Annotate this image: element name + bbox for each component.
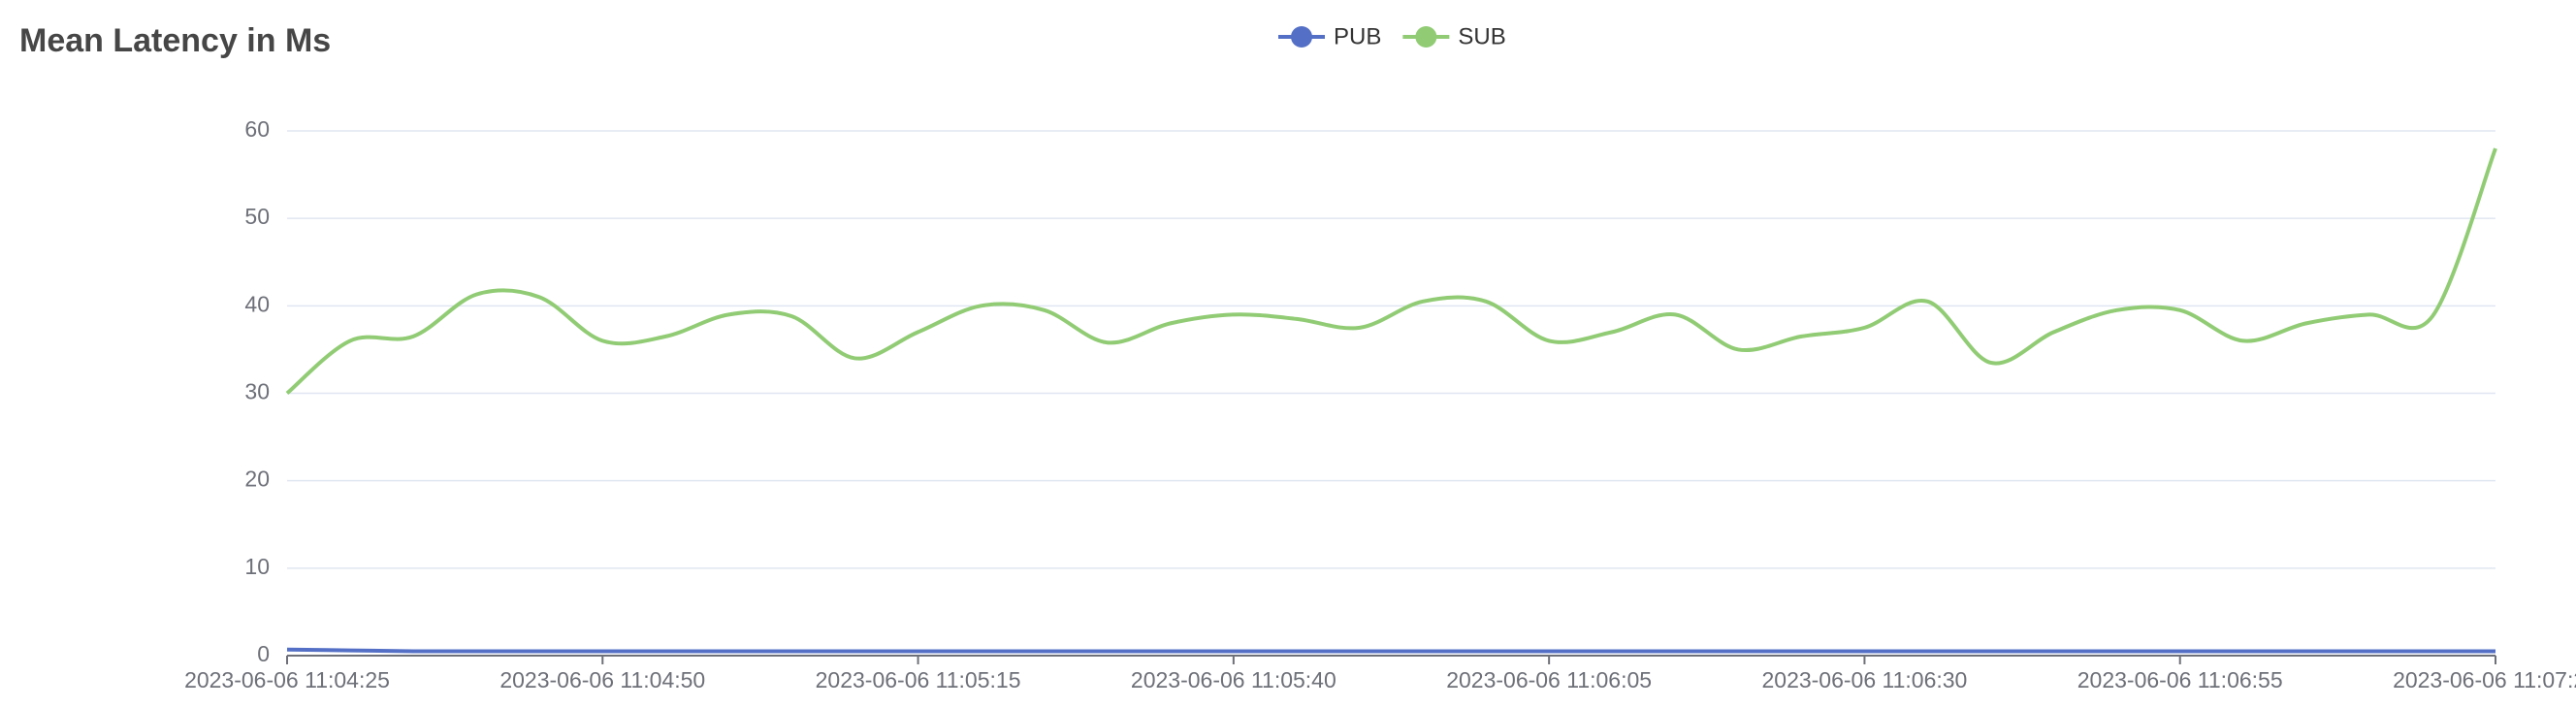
legend-marker bbox=[1415, 26, 1437, 48]
series-line bbox=[285, 147, 2497, 396]
x-tick-label: 2023-06-06 11:06:55 bbox=[2077, 667, 2283, 692]
y-tick-label: 30 bbox=[244, 379, 270, 404]
legend-item[interactable]: PUB bbox=[1278, 23, 1381, 49]
y-tick-label: 40 bbox=[244, 291, 270, 316]
y-tick-label: 0 bbox=[257, 641, 270, 666]
y-tick-label: 10 bbox=[244, 554, 270, 579]
x-tick-label: 2023-06-06 11:06:30 bbox=[1761, 667, 1967, 692]
x-tick-label: 2023-06-06 11:04:50 bbox=[499, 667, 705, 692]
chart-title: Mean Latency in Ms bbox=[19, 22, 331, 59]
series-line bbox=[286, 647, 2496, 654]
legend-label: PUB bbox=[1334, 23, 1381, 49]
x-tick-label: 2023-06-06 11:04:25 bbox=[184, 667, 390, 692]
legend-marker bbox=[1291, 26, 1312, 48]
x-tick-label: 2023-06-06 11:05:15 bbox=[816, 667, 1021, 692]
legend-label: SUB bbox=[1458, 23, 1505, 49]
y-tick-label: 50 bbox=[244, 204, 270, 229]
x-tick-label: 2023-06-06 11:06:05 bbox=[1446, 667, 1652, 692]
y-tick-label: 20 bbox=[244, 467, 270, 492]
x-tick-label: 2023-06-06 11:05:40 bbox=[1131, 667, 1336, 692]
y-tick-label: 60 bbox=[244, 116, 270, 142]
x-tick-label: 2023-06-06 11:07:20 bbox=[2393, 667, 2576, 692]
legend-item[interactable]: SUB bbox=[1402, 23, 1506, 49]
